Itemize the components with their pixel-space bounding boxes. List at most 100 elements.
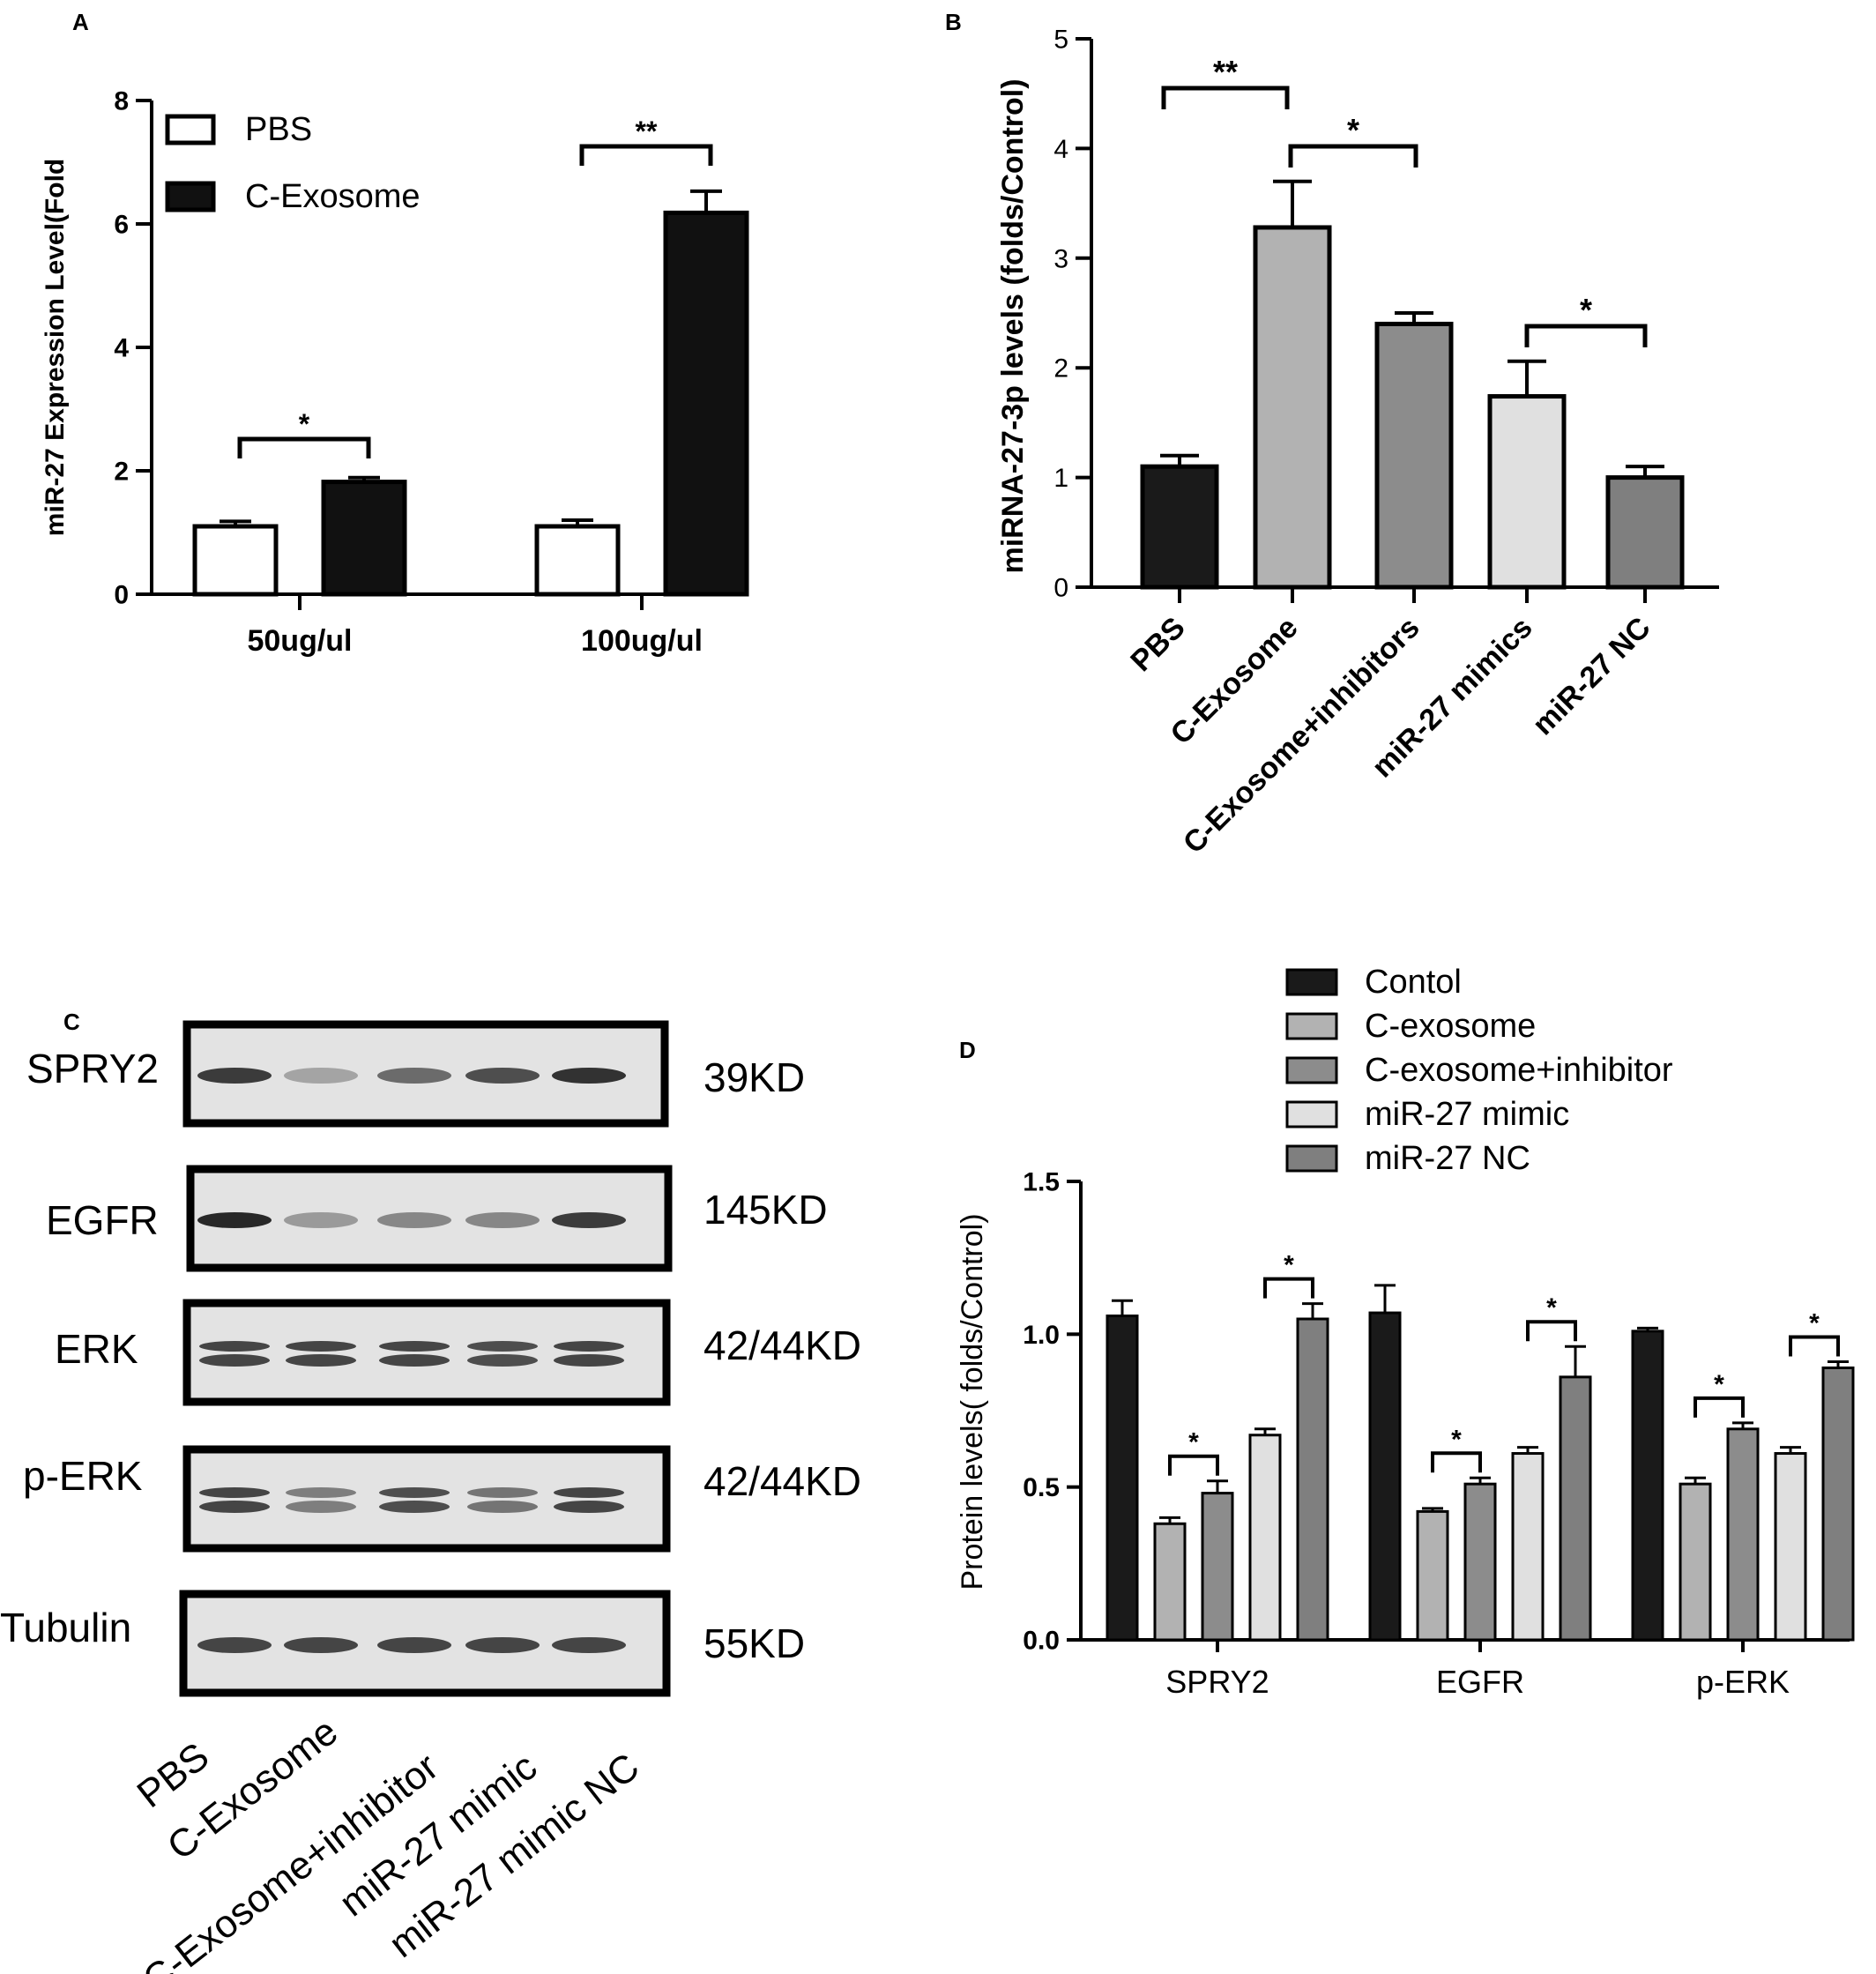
- bar: [1140, 464, 1219, 590]
- blot-band: [467, 1354, 538, 1367]
- x-tick-label: 50ug/ul: [247, 624, 352, 658]
- bar: [1248, 1434, 1282, 1642]
- y-tick-label: 3: [1053, 244, 1068, 273]
- legend-label: C-exosome: [1365, 1008, 1536, 1045]
- significance-label: *: [1347, 112, 1359, 148]
- x-tick-label: EGFR: [1436, 1664, 1524, 1700]
- blot-band: [465, 1068, 540, 1084]
- y-tick-label: 4: [1053, 135, 1068, 164]
- significance-bracket: [1161, 86, 1290, 109]
- legend-label: C-exosome+inhibitor: [1365, 1052, 1673, 1089]
- blot-band: [199, 1487, 270, 1498]
- x-tick-label: 100ug/ul: [581, 624, 703, 658]
- panel-d-chart: 0.0 0.5 1.0 1.5 Protein levels( folds/Contro…: [956, 964, 1855, 1700]
- significance-label: *: [1451, 1425, 1462, 1454]
- bar: [534, 524, 621, 597]
- blot-band: [377, 1068, 451, 1084]
- significance-label: *: [1188, 1428, 1199, 1457]
- panel-a-chart: 0 2 4 6 8 miR-27 Expression Level(Fold 50ug/ul…: [41, 87, 749, 658]
- bar: [321, 480, 407, 597]
- legend-swatch: [1285, 1100, 1338, 1129]
- blot-band: [286, 1501, 356, 1513]
- blot-protein-label: p-ERK: [23, 1453, 143, 1499]
- panel-c-western-blot: SPRY2 39KD EGFR 145KD ERK 42/44KD p-ERK 42/44KD…: [0, 1020, 861, 1974]
- significance-bracket: [1526, 1320, 1577, 1342]
- panel-d-letter: D: [959, 1037, 976, 1063]
- blot-band: [199, 1501, 270, 1513]
- blot-band: [465, 1212, 540, 1228]
- y-tick-label: 1.0: [1023, 1321, 1060, 1350]
- panel-b-chart: 0 1 2 3 4 5 miRNA-27-3p levels (folds/Control)…: [996, 26, 1719, 860]
- bar: [1559, 1375, 1592, 1642]
- bar: [1679, 1482, 1712, 1642]
- significance-label: **: [636, 115, 658, 147]
- blot-size-label: 55KD: [704, 1620, 805, 1666]
- blot-frame: [182, 1299, 671, 1406]
- bar: [1253, 225, 1332, 590]
- y-axis-label: miR-27 Expression Level(Fold: [41, 159, 70, 536]
- blot-band: [467, 1487, 538, 1498]
- bar: [1774, 1452, 1807, 1642]
- bar: [1106, 1315, 1139, 1642]
- x-tick-label: p-ERK: [1696, 1664, 1790, 1700]
- bar: [1416, 1509, 1449, 1642]
- blot-band: [197, 1068, 272, 1084]
- bar: [1605, 475, 1685, 590]
- legend-label: PBS: [245, 111, 312, 148]
- blot-band: [197, 1212, 272, 1228]
- blot-band: [467, 1501, 538, 1513]
- y-tick-label: 2: [114, 458, 129, 487]
- blot-band: [286, 1487, 356, 1498]
- y-tick-label: 5: [1053, 26, 1068, 55]
- significance-bracket: [1168, 1454, 1219, 1476]
- legend-label: Contol: [1365, 964, 1462, 1001]
- legend-swatch: [1285, 1012, 1338, 1040]
- x-tick-label: PBS: [1124, 611, 1191, 678]
- y-tick-label: 8: [114, 87, 129, 116]
- y-tick-label: 1: [1053, 464, 1068, 493]
- blot-band: [199, 1354, 270, 1367]
- significance-bracket: [1263, 1277, 1314, 1299]
- blot-size-label: 42/44KD: [704, 1322, 861, 1368]
- bar: [1511, 1452, 1545, 1642]
- panel-b-letter: B: [945, 9, 962, 35]
- bar: [1631, 1330, 1664, 1642]
- significance-label: *: [1284, 1251, 1294, 1280]
- x-tick-label: miR-27 NC: [1526, 611, 1656, 741]
- significance-label: *: [1580, 292, 1592, 328]
- bar: [1368, 1311, 1402, 1642]
- blot-band: [284, 1212, 358, 1228]
- y-axis-label: Protein levels( folds/Control): [956, 1213, 989, 1590]
- blot-band: [379, 1354, 450, 1367]
- significance-bracket: [1524, 324, 1648, 347]
- x-tick-label: SPRY2: [1165, 1664, 1269, 1700]
- blot-protein-label: SPRY2: [26, 1046, 159, 1091]
- blot-band: [286, 1341, 356, 1352]
- significance-bracket: [1694, 1396, 1745, 1418]
- significance-label: *: [1546, 1293, 1557, 1322]
- bar: [1201, 1492, 1234, 1642]
- blot-band: [554, 1501, 624, 1513]
- blot-band: [284, 1637, 358, 1653]
- significance-bracket: [1789, 1335, 1840, 1357]
- bar: [1726, 1427, 1760, 1642]
- bar: [1153, 1522, 1187, 1642]
- blot-band: [284, 1068, 358, 1084]
- blot-band: [554, 1487, 624, 1498]
- legend-swatch: [1285, 968, 1338, 996]
- blot-band: [552, 1212, 626, 1228]
- significance-label: **: [1213, 54, 1238, 90]
- legend-label: miR-27 NC: [1365, 1140, 1530, 1177]
- y-tick-label: 6: [114, 211, 129, 240]
- bar: [1487, 394, 1567, 590]
- blot-band: [286, 1354, 356, 1367]
- blot-band: [379, 1501, 450, 1513]
- y-tick-label: 4: [114, 334, 129, 363]
- blot-frame: [182, 1445, 671, 1553]
- panel-a-letter: A: [72, 9, 89, 35]
- panel-c-letter: C: [63, 1009, 80, 1035]
- blot-protein-label: ERK: [55, 1326, 138, 1372]
- y-tick-label: 0: [1053, 574, 1068, 603]
- significance-bracket: [579, 144, 713, 166]
